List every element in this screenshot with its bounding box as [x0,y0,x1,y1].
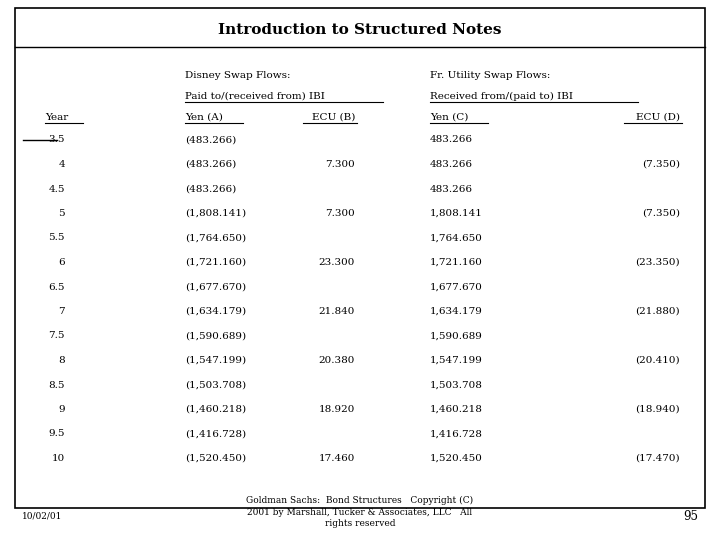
Text: Disney Swap Flows:: Disney Swap Flows: [185,71,290,79]
Text: 20.380: 20.380 [319,356,355,365]
Text: 8: 8 [58,356,65,365]
Text: 5.5: 5.5 [48,233,65,242]
Text: (483.266): (483.266) [185,185,236,193]
Text: ECU (B): ECU (B) [312,112,355,122]
Text: 1,503.708: 1,503.708 [430,381,483,389]
Text: 7.300: 7.300 [325,160,355,169]
Text: Year: Year [45,112,68,122]
Text: 483.266: 483.266 [430,185,473,193]
Text: 10: 10 [52,454,65,463]
Text: (483.266): (483.266) [185,136,236,145]
Text: Yen (C): Yen (C) [430,112,469,122]
Text: Received from/(paid to) IBI: Received from/(paid to) IBI [430,91,573,100]
Text: 8.5: 8.5 [48,381,65,389]
Text: 1,590.689: 1,590.689 [430,332,483,341]
Text: (17.470): (17.470) [635,454,680,463]
Text: ECU (D): ECU (D) [636,112,680,122]
Text: 1,721.160: 1,721.160 [430,258,483,267]
Text: 1,677.670: 1,677.670 [430,282,483,292]
Text: (483.266): (483.266) [185,160,236,169]
Text: (1,764.650): (1,764.650) [185,233,246,242]
Text: (20.410): (20.410) [635,356,680,365]
Text: 7: 7 [58,307,65,316]
Text: (1,547.199): (1,547.199) [185,356,246,365]
Text: Fr. Utility Swap Flows:: Fr. Utility Swap Flows: [430,71,550,79]
Text: 483.266: 483.266 [430,160,473,169]
Text: (18.940): (18.940) [635,405,680,414]
Text: 10/02/01: 10/02/01 [22,511,63,521]
Text: Paid to/(received from) IBI: Paid to/(received from) IBI [185,91,325,100]
Text: (1,520.450): (1,520.450) [185,454,246,463]
Text: (1,460.218): (1,460.218) [185,405,246,414]
Text: 1,764.650: 1,764.650 [430,233,483,242]
Text: 1,460.218: 1,460.218 [430,405,483,414]
Text: Yen (A): Yen (A) [185,112,223,122]
Text: (1,503.708): (1,503.708) [185,381,246,389]
Text: (7.350): (7.350) [642,209,680,218]
Text: 95: 95 [683,510,698,523]
Text: 9.5: 9.5 [48,429,65,438]
Text: 9: 9 [58,405,65,414]
Text: 7.300: 7.300 [325,209,355,218]
Text: 3.5: 3.5 [48,136,65,145]
Text: (1,590.689): (1,590.689) [185,332,246,341]
Text: 7.5: 7.5 [48,332,65,341]
Text: (1,808.141): (1,808.141) [185,209,246,218]
Text: (7.350): (7.350) [642,160,680,169]
Text: 6: 6 [58,258,65,267]
Text: 6.5: 6.5 [48,282,65,292]
Text: (1,677.670): (1,677.670) [185,282,246,292]
Text: 1,634.179: 1,634.179 [430,307,483,316]
Text: 21.840: 21.840 [319,307,355,316]
Text: 23.300: 23.300 [319,258,355,267]
Text: (21.880): (21.880) [635,307,680,316]
Text: (1,634.179): (1,634.179) [185,307,246,316]
Text: 1,547.199: 1,547.199 [430,356,483,365]
Text: 4.5: 4.5 [48,185,65,193]
Text: 17.460: 17.460 [319,454,355,463]
Text: (23.350): (23.350) [635,258,680,267]
Text: 483.266: 483.266 [430,136,473,145]
Text: 1,520.450: 1,520.450 [430,454,483,463]
Text: 1,808.141: 1,808.141 [430,209,483,218]
Text: 4: 4 [58,160,65,169]
Text: 1,416.728: 1,416.728 [430,429,483,438]
Text: (1,721.160): (1,721.160) [185,258,246,267]
Text: 18.920: 18.920 [319,405,355,414]
Text: Goldman Sachs:  Bond Structures   Copyright (C)
2001 by Marshall, Tucker & Assoc: Goldman Sachs: Bond Structures Copyright… [246,496,474,528]
Text: (1,416.728): (1,416.728) [185,429,246,438]
Text: 5: 5 [58,209,65,218]
Text: Introduction to Structured Notes: Introduction to Structured Notes [218,23,502,37]
